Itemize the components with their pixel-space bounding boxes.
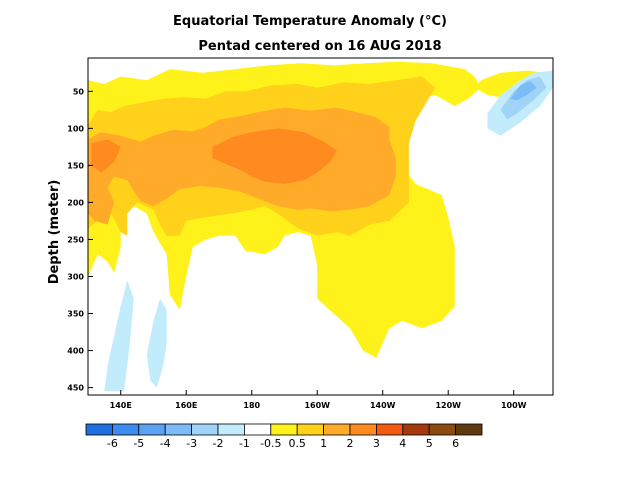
x-axis: 140E 160E 180 160W 140W 120W 100W xyxy=(110,390,527,410)
colorbar-label: -0.5 xyxy=(260,437,281,450)
chart-title: Equatorial Temperature Anomaly (°C) xyxy=(173,14,447,29)
colorbar-swatch xyxy=(270,423,298,436)
y-tick-label: 100 xyxy=(67,124,84,133)
colorbar-label: -3 xyxy=(186,437,197,450)
colorbar-label: -6 xyxy=(107,437,118,450)
y-tick-label: 300 xyxy=(67,272,84,281)
x-tick-label: 160E xyxy=(175,401,197,410)
y-axis: 50 100 150 200 250 300 350 400 450 xyxy=(67,87,93,393)
colorbar-swatch xyxy=(85,423,113,436)
colorbar-swatch xyxy=(349,423,377,436)
y-tick-label: 150 xyxy=(67,161,84,170)
y-tick-label: 350 xyxy=(67,310,84,319)
y-tick-label: 450 xyxy=(67,384,84,393)
colorbar-label: 0.5 xyxy=(288,437,306,450)
x-tick-label: 160W xyxy=(304,401,330,410)
chart-subtitle: Pentad centered on 16 AUG 2018 xyxy=(198,39,441,54)
anomaly-region-neg2-8 xyxy=(510,81,537,101)
colorbar-swatch xyxy=(243,423,272,436)
colorbar-label: 4 xyxy=(399,437,406,450)
colorbar-swatch xyxy=(375,423,404,436)
colorbar-label: -1 xyxy=(239,437,250,450)
y-axis-label: Depth (meter) xyxy=(47,180,62,285)
plot-frame xyxy=(87,57,554,396)
y-tick-label: 250 xyxy=(67,235,84,244)
colorbar-swatch xyxy=(296,423,325,436)
colorbar-label: -2 xyxy=(213,437,224,450)
colorbar-label: -4 xyxy=(160,437,171,450)
anomaly-region-pos3-4 xyxy=(91,139,121,173)
colorbar-swatch xyxy=(138,423,166,436)
colorbar-label: 5 xyxy=(426,437,433,450)
colorbar-swatch xyxy=(112,423,140,436)
colorbar-swatch xyxy=(455,423,483,436)
x-tick-label: 120W xyxy=(435,401,461,410)
anomaly-region-neg0p5-10 xyxy=(146,298,167,388)
colorbar-label: 3 xyxy=(373,437,380,450)
anomaly-region-neg0p5-9 xyxy=(104,280,134,392)
colorbar-swatch xyxy=(428,423,457,436)
colorbar-label: 1 xyxy=(320,437,327,450)
y-tick-label: 50 xyxy=(73,87,85,96)
colorbar-swatch xyxy=(191,423,219,436)
x-tick-label: 180 xyxy=(243,401,260,410)
x-tick-label: 140W xyxy=(370,401,396,410)
anomaly-regions xyxy=(88,61,553,392)
x-tick-label: 140E xyxy=(110,401,132,410)
colorbar-label: 6 xyxy=(452,437,459,450)
x-tick-label: 100W xyxy=(501,401,527,410)
colorbar: -6 -5 -4 -3 -2 -1 -0.5 0.5 1 2 3 4 5 6 xyxy=(85,423,483,450)
colorbar-swatch xyxy=(164,423,192,436)
anomaly-region-pos3-3 xyxy=(212,128,337,184)
colorbar-swatch xyxy=(217,423,245,436)
colorbar-swatch xyxy=(323,423,351,436)
colorbar-swatch xyxy=(402,423,430,436)
y-tick-label: 200 xyxy=(67,198,84,207)
y-tick-label: 400 xyxy=(67,347,84,356)
colorbar-label: 2 xyxy=(347,437,354,450)
colorbar-label: -5 xyxy=(133,437,144,450)
